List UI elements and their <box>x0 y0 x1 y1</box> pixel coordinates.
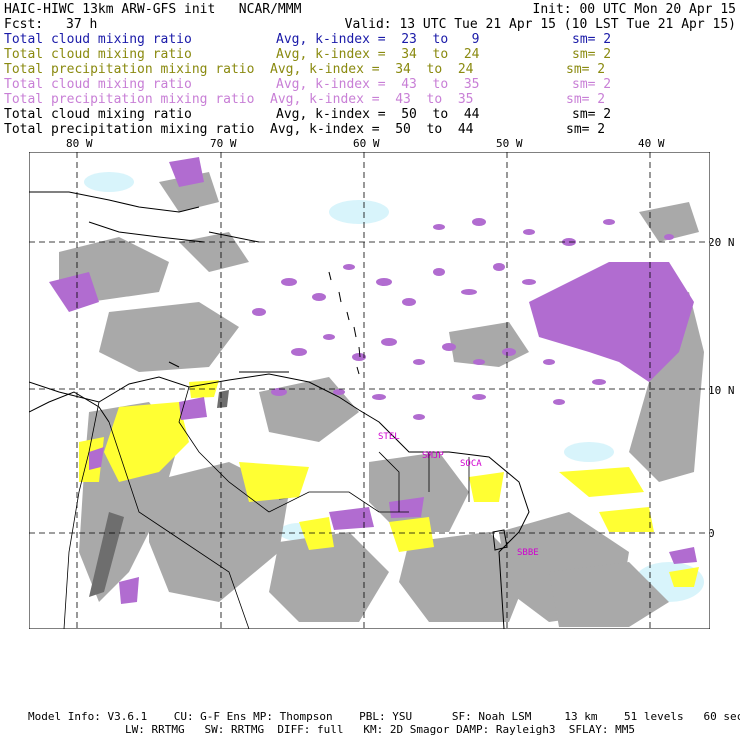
lon-label-70w: 70 W <box>210 137 237 150</box>
lon-label-50w: 50 W <box>496 137 523 150</box>
field-sm: sm= 2 <box>566 122 606 137</box>
forecast-label: Fcst: <box>4 17 44 32</box>
field-avg: Avg, k-index = 43 to 35 <box>270 92 474 107</box>
lat-label-0: 0 <box>708 527 715 540</box>
forecast-map <box>29 152 710 629</box>
field-name: Total cloud mixing ratio <box>4 107 192 122</box>
site-label-stel: STEL <box>378 432 400 442</box>
field-avg: Avg, k-index = 50 to 44 <box>270 122 474 137</box>
cloud-dots-purple <box>252 218 674 420</box>
field-sm: sm= 2 <box>572 47 612 62</box>
site-label-soca: SOCA <box>460 459 482 469</box>
model-info-line-1: Model Info: V3.6.1 CU: G-F Ens MP: Thomp… <box>28 710 740 723</box>
field-avg: Avg, k-index = 34 to 24 <box>276 47 480 62</box>
field-name: Total precipitation mixing ratio <box>4 62 255 77</box>
field-sm: sm= 2 <box>566 92 606 107</box>
lon-label-40w: 40 W <box>638 137 665 150</box>
lat-label-10n: 10 N <box>708 384 735 397</box>
graticule <box>29 152 710 629</box>
field-avg: Avg, k-index = 23 to 9 <box>276 32 480 47</box>
field-name: Total cloud mixing ratio <box>4 47 192 62</box>
cloud-field-yellow <box>79 380 699 587</box>
field-sm: sm= 2 <box>572 77 612 92</box>
country-borders <box>63 386 470 629</box>
field-name: Total cloud mixing ratio <box>4 32 192 47</box>
forecast-hour: 37 h <box>66 17 98 32</box>
field-name: Total precipitation mixing ratio <box>4 122 255 137</box>
field-sm: sm= 2 <box>572 107 612 122</box>
field-name: Total cloud mixing ratio <box>4 77 192 92</box>
lon-label-80w: 80 W <box>66 137 93 150</box>
field-sm: sm= 2 <box>566 62 606 77</box>
field-sm: sm= 2 <box>572 32 612 47</box>
site-label-sbbe: SBBE <box>517 548 539 558</box>
lat-label-20n: 20 N <box>708 236 735 249</box>
field-avg: Avg, k-index = 43 to 35 <box>276 77 480 92</box>
init-time: Init: 00 UTC Mon 20 Apr 15 <box>532 2 737 17</box>
coastlines <box>29 191 530 629</box>
valid-time: Valid: 13 UTC Tue 21 Apr 15 (10 LST Tue … <box>344 17 736 32</box>
model-info-line-2: LW: RRTMG SW: RRTMG DIFF: full KM: 2D Sm… <box>125 723 635 736</box>
lon-label-60w: 60 W <box>353 137 380 150</box>
field-avg: Avg, k-index = 34 to 24 <box>270 62 474 77</box>
cloud-field-purple <box>49 157 697 604</box>
field-name: Total precipitation mixing ratio <box>4 92 255 107</box>
plot-title: HAIC-HIWC 13km ARW-GFS init NCAR/MMM <box>4 2 302 17</box>
field-avg: Avg, k-index = 50 to 44 <box>276 107 480 122</box>
site-label-smjp: SMJP <box>422 451 444 461</box>
